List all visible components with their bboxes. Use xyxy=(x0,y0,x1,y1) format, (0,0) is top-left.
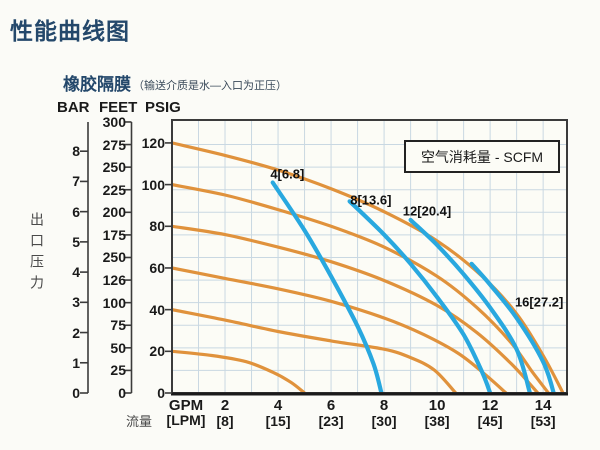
discharge-pressure-40psi xyxy=(172,308,458,393)
test-condition-note: （输送介质是水—入口为正压） xyxy=(133,80,287,92)
air-consumption-16-scfm xyxy=(469,261,556,393)
discharge-pressure-120psi xyxy=(172,141,565,393)
air-consumption-legend: 空气消耗量 - SCFM xyxy=(404,140,560,173)
air-consumption-4-scfm xyxy=(270,180,384,393)
x-axis-label: 流量 xyxy=(126,414,153,429)
x-unit-gpm: GPM xyxy=(168,397,204,414)
page-title: 性能曲线图 xyxy=(10,18,130,44)
diaphragm-material-label: 橡胶隔膜 xyxy=(63,75,131,94)
curves xyxy=(172,141,565,393)
x-unit-lpm: [LPM] xyxy=(166,412,206,428)
chart-subtitle: 橡胶隔膜 （输送介质是水—入口为正压） xyxy=(63,70,287,95)
air-consumption-8-scfm xyxy=(347,199,493,393)
discharge-pressure-60psi xyxy=(172,266,508,393)
y-unit-bar: BAR xyxy=(57,99,90,116)
discharge-pressure-100psi xyxy=(172,183,550,393)
y-axis-label: 出口压力 xyxy=(29,212,45,296)
discharge-pressure-80psi xyxy=(172,224,540,393)
y-scales xyxy=(80,121,172,394)
y-unit-feet: FEET xyxy=(99,99,138,116)
discharge-pressure-20psi xyxy=(172,349,307,393)
y-unit-psig: PSIG xyxy=(145,99,181,116)
legend-label: 空气消耗量 - SCFM xyxy=(420,148,544,165)
air-consumption-12-scfm xyxy=(408,217,532,393)
